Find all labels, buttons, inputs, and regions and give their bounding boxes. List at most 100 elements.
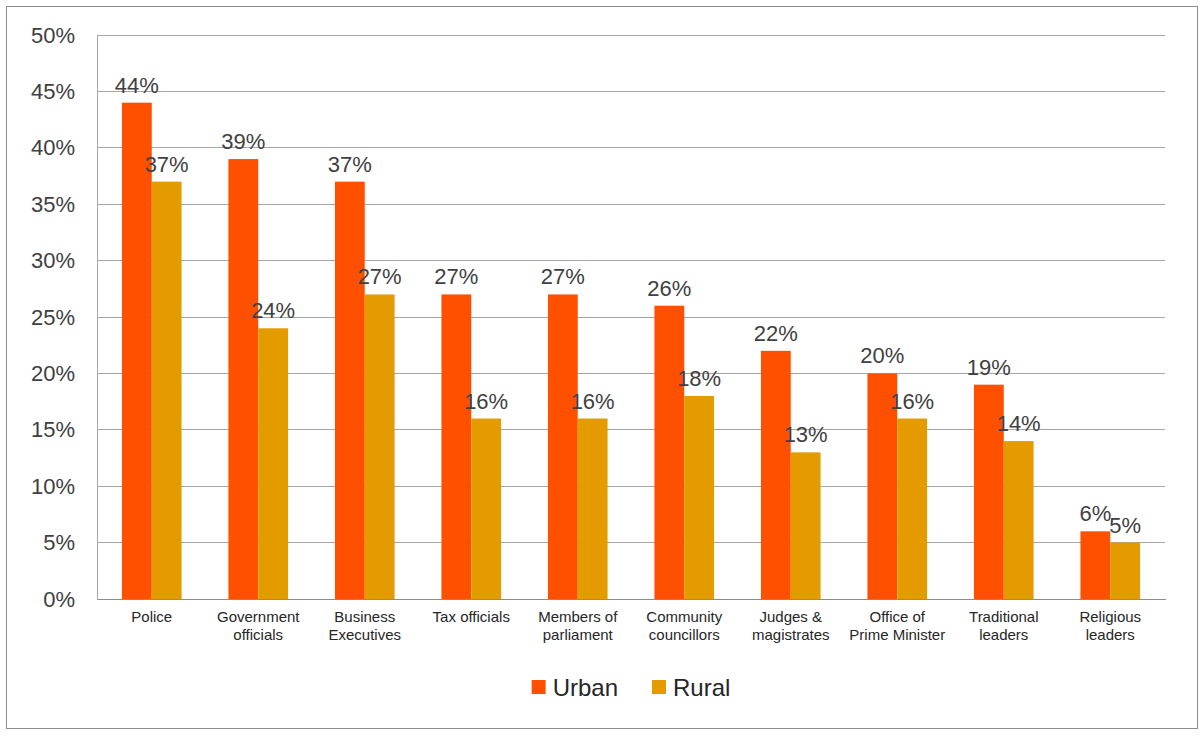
data-label: 20%: [860, 343, 904, 368]
x-tick-label-line: leaders: [1086, 626, 1135, 643]
x-tick: Communitycouncillors: [646, 608, 722, 644]
y-tick-label: 5%: [43, 530, 75, 555]
bar: [122, 103, 152, 599]
data-label: 37%: [328, 152, 372, 177]
y-tick: 30%: [31, 248, 97, 273]
data-label: 27%: [541, 264, 585, 289]
grid: [97, 35, 1165, 599]
bar: [578, 419, 608, 599]
data-label: 19%: [967, 355, 1011, 380]
x-tick-label-line: Tax officials: [433, 608, 510, 625]
data-label: 37%: [145, 152, 189, 177]
x-tick-label-line: Religious: [1079, 608, 1141, 625]
y-tick: 10%: [31, 474, 97, 499]
x-tick-label-line: Police: [131, 608, 172, 625]
y-tick-label: 25%: [31, 305, 75, 330]
y-tick: 5%: [43, 530, 97, 555]
x-tick-label-line: Traditional: [969, 608, 1038, 625]
x-tick-label-line: Executives: [328, 626, 401, 643]
bar: [684, 396, 714, 599]
bar: [761, 351, 791, 599]
x-tick-label: Police: [131, 608, 172, 625]
data-label: 13%: [784, 422, 828, 447]
x-tick-label: BusinessExecutives: [328, 608, 401, 644]
y-tick-label: 35%: [31, 192, 75, 217]
y-tick: 40%: [31, 135, 97, 160]
bar: [365, 294, 395, 599]
x-tick-label-line: parliament: [543, 626, 614, 643]
y-tick: 35%: [31, 192, 97, 217]
grid-line: [97, 91, 1165, 92]
data-label: 6%: [1079, 501, 1111, 526]
x-tick: Traditionalleaders: [969, 608, 1038, 644]
x-tick-label-line: Community: [646, 608, 722, 625]
x-tick: Governmentofficials: [217, 608, 300, 644]
x-tick-label-line: magistrates: [752, 626, 830, 643]
x-tick: Members ofparliament: [538, 608, 618, 644]
y-tick-label: 45%: [31, 79, 75, 104]
x-axis: Police Governmentofficials BusinessExecuti…: [98, 600, 1166, 644]
data-label: 16%: [890, 389, 934, 414]
x-tick-label-line: Office of: [869, 608, 925, 625]
bar: [258, 328, 288, 599]
data-label: 39%: [221, 129, 265, 154]
series-bars: [122, 103, 1110, 599]
legend-item: Urban: [532, 674, 618, 701]
y-axis-line: [97, 36, 98, 600]
data-label: 22%: [754, 321, 798, 346]
x-tick: Police: [131, 608, 172, 625]
y-tick-label: 50%: [31, 23, 75, 48]
bars: [122, 103, 1140, 599]
y-tick: 25%: [31, 305, 97, 330]
legend-swatch: [532, 680, 546, 694]
x-tick: Judges &magistrates: [752, 608, 830, 644]
x-tick-label-line: Government: [217, 608, 300, 625]
grid-line: [97, 35, 1165, 36]
x-tick-label: Office ofPrime Minister: [849, 608, 945, 644]
x-tick-label-line: Prime Minister: [849, 626, 945, 643]
x-tick-label: Judges &magistrates: [752, 608, 830, 644]
chart: 0% 5% 10% 15% 20% 25% 30% 35% 40% 45% 50% Police Gov…: [0, 0, 1204, 738]
x-tick-label-line: councillors: [649, 626, 720, 643]
x-tick-label: Members ofparliament: [538, 608, 618, 644]
data-label: 27%: [434, 264, 478, 289]
bar: [897, 419, 927, 599]
bar: [1004, 441, 1034, 599]
data-labels: 44% 39% 37% 27% 27% 26% 22% 20% 19% 6% 37% 24% 27% 16…: [115, 73, 1141, 538]
data-label: 24%: [251, 298, 295, 323]
data-label: 5%: [1109, 513, 1141, 538]
data-label: 44%: [115, 73, 159, 98]
bar: [152, 182, 182, 599]
data-label: 27%: [358, 264, 402, 289]
frame: [7, 7, 1198, 729]
x-tick-label: Tax officials: [433, 608, 510, 625]
x-tick-label-line: leaders: [979, 626, 1028, 643]
y-tick-label: 15%: [31, 417, 75, 442]
x-tick-label-line: officials: [233, 626, 283, 643]
bar: [441, 294, 471, 599]
x-tick-label-line: Judges &: [759, 608, 822, 625]
y-tick: 20%: [31, 361, 97, 386]
data-label: 14%: [997, 411, 1041, 436]
bar: [791, 452, 821, 599]
y-tick-label: 10%: [31, 474, 75, 499]
y-tick-label: 0%: [43, 587, 75, 612]
legend-item: Rural: [652, 674, 730, 701]
legend-label: Rural: [673, 674, 730, 701]
bar: [1110, 543, 1140, 599]
x-tick-label: Communitycouncillors: [646, 608, 722, 644]
y-axis: 0% 5% 10% 15% 20% 25% 30% 35% 40% 45% 50%: [31, 23, 98, 612]
x-tick: Tax officials: [433, 608, 510, 625]
x-tick-label: Traditionalleaders: [969, 608, 1038, 644]
y-tick-label: 30%: [31, 248, 75, 273]
data-label: 16%: [571, 389, 615, 414]
bar: [654, 306, 684, 599]
y-tick: 0%: [43, 587, 97, 612]
data-label: 18%: [677, 366, 721, 391]
y-tick: 45%: [31, 79, 97, 104]
bar: [548, 294, 578, 599]
x-tick: Religiousleaders: [1079, 608, 1141, 644]
x-tick: Office ofPrime Minister: [849, 608, 945, 644]
data-label: 26%: [647, 276, 691, 301]
x-tick: BusinessExecutives: [328, 608, 401, 644]
